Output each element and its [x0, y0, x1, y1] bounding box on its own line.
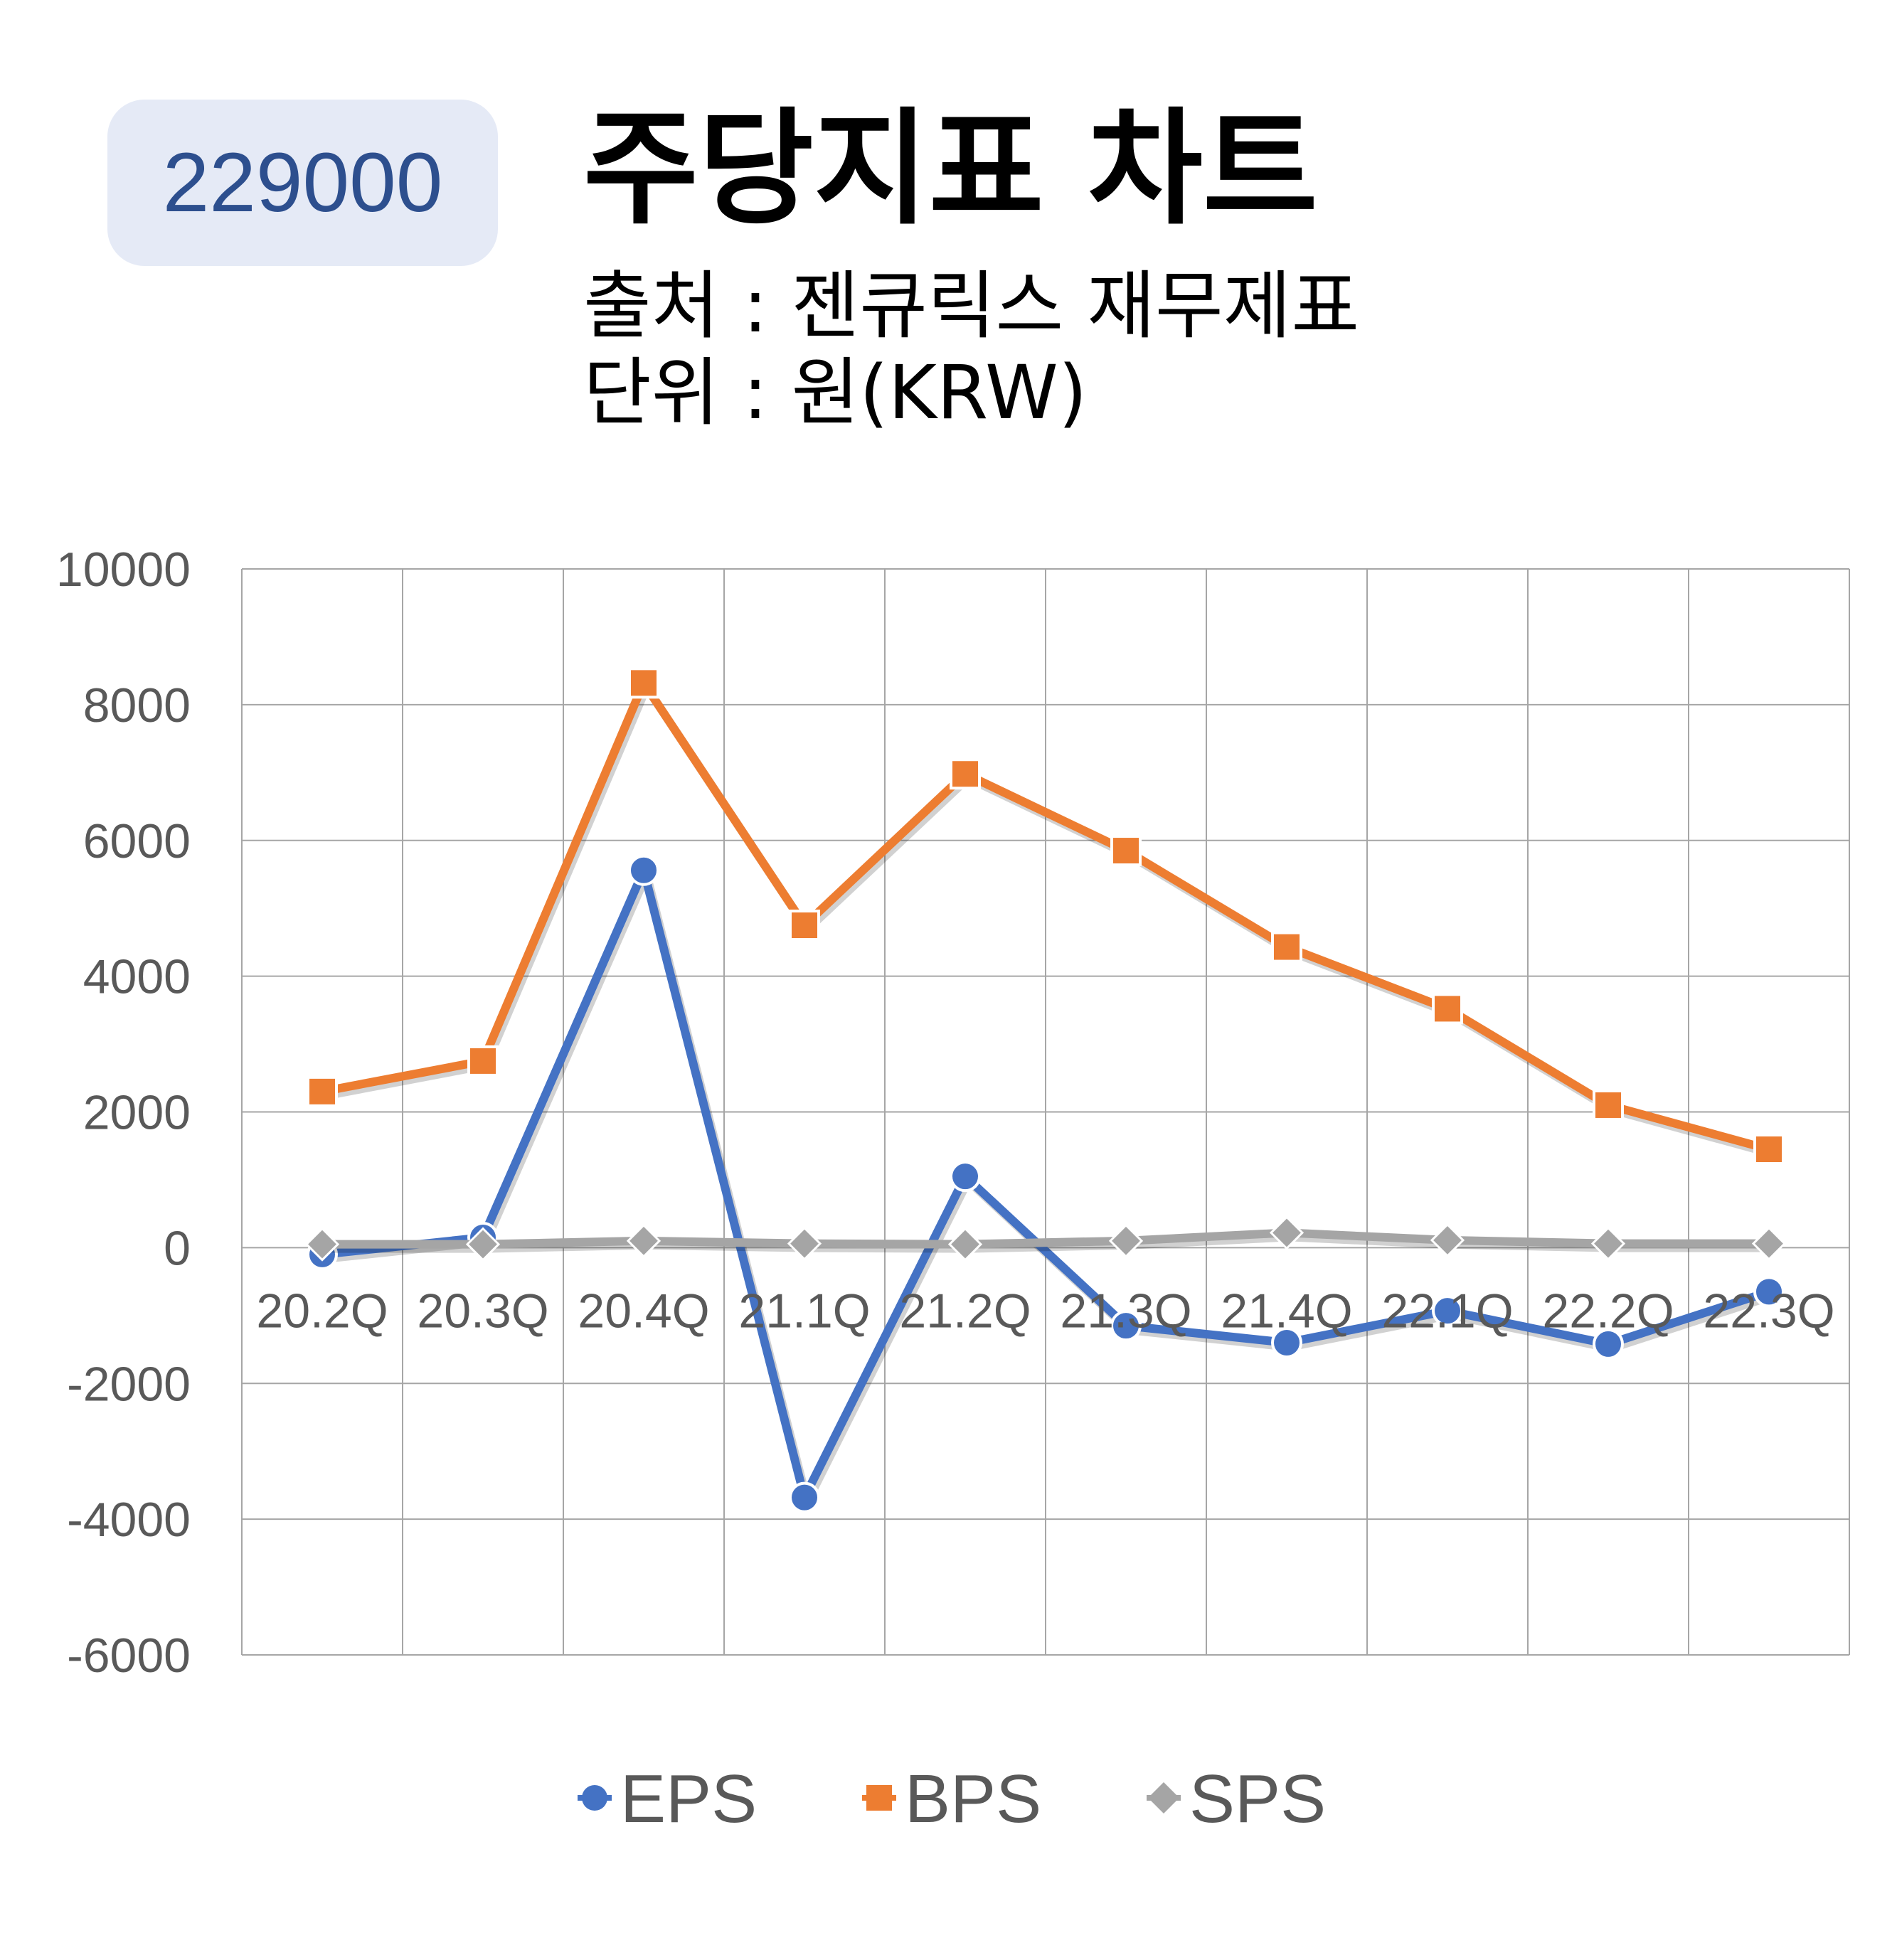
data-point-sps	[787, 1226, 822, 1261]
chart-legend: EPS BPS SPS	[578, 1761, 1326, 1837]
legend-label-bps: BPS	[905, 1761, 1041, 1837]
y-tick-label: 2000	[83, 1086, 191, 1140]
unit-label: 단위 : 원(KRW)	[583, 349, 1088, 436]
x-tick-label: 21.1Q	[738, 1284, 870, 1338]
data-point-sps	[304, 1227, 340, 1262]
y-tick-label: -4000	[67, 1493, 191, 1547]
data-point-eps	[628, 854, 659, 886]
data-point-bps	[950, 758, 981, 790]
data-point-eps	[1271, 1326, 1302, 1358]
legend-label-sps: SPS	[1189, 1761, 1326, 1837]
y-tick-label: 10000	[56, 543, 191, 597]
data-point-bps	[789, 910, 820, 942]
data-point-sps	[947, 1227, 983, 1262]
data-point-sps	[1430, 1223, 1465, 1257]
legend-label-eps: EPS	[620, 1761, 757, 1837]
y-tick-label: 4000	[83, 950, 191, 1004]
legend-marker-bps	[866, 1785, 892, 1811]
x-tick-label: 20.2Q	[256, 1284, 388, 1338]
data-point-bps	[1110, 835, 1142, 867]
data-point-sps	[1269, 1215, 1304, 1250]
series-line-sps	[322, 1228, 1769, 1249]
data-point-eps	[1110, 1310, 1142, 1342]
series-shadow-eps	[324, 870, 1773, 1506]
legend-marker-eps	[582, 1785, 607, 1811]
y-tick-label: 8000	[83, 678, 191, 733]
y-tick-label: 6000	[83, 814, 191, 868]
x-tick-label: 21.2Q	[899, 1284, 1031, 1338]
data-point-bps	[628, 667, 659, 699]
data-point-eps	[950, 1161, 981, 1193]
chart-grid	[241, 568, 1850, 1656]
x-tick-label: 22.3Q	[1703, 1284, 1834, 1338]
data-point-bps	[307, 1075, 338, 1107]
x-axis-ticks: 20.2Q 20.3Q 20.4Q 21.1Q 21.2Q 21.3Q 21.4Q 22.1Q…	[256, 1284, 1834, 1338]
x-tick-label: 22.2Q	[1542, 1284, 1674, 1338]
data-point-eps	[1593, 1328, 1624, 1360]
stock-code: 229000	[162, 136, 443, 230]
x-tick-label: 20.3Q	[417, 1284, 548, 1338]
x-tick-label: 21.3Q	[1060, 1284, 1191, 1338]
data-point-sps	[465, 1227, 501, 1262]
y-tick-label: -6000	[67, 1629, 191, 1683]
data-point-bps	[1432, 993, 1463, 1025]
x-tick-label: 21.4Q	[1221, 1284, 1352, 1338]
legend-marker-sps	[1148, 1782, 1179, 1813]
data-point-eps	[1753, 1276, 1785, 1308]
y-tick-label: -2000	[67, 1357, 191, 1411]
page-title: 주당지표 차트	[583, 96, 1318, 242]
data-point-sps	[1108, 1223, 1144, 1258]
data-point-eps	[789, 1481, 820, 1513]
data-point-eps	[1432, 1295, 1463, 1327]
data-point-bps	[1271, 931, 1302, 963]
x-tick-label: 20.4Q	[578, 1284, 709, 1338]
data-point-sps	[626, 1223, 661, 1258]
data-point-bps	[1593, 1089, 1624, 1121]
x-tick-label: 22.1Q	[1381, 1284, 1513, 1338]
data-point-sps	[1590, 1226, 1626, 1261]
data-point-bps	[467, 1045, 499, 1077]
series-line-eps	[322, 866, 1770, 1502]
data-point-bps	[1753, 1133, 1785, 1165]
chart-series	[304, 667, 1787, 1513]
stock-code-badge: 229000	[107, 100, 498, 266]
data-point-sps	[1751, 1226, 1787, 1261]
y-axis-ticks: 10000 8000 6000 4000 2000 0 -2000 -4000 -6000	[56, 543, 191, 1683]
source-label: 출처 : 젠큐릭스 재무제표	[583, 262, 1360, 349]
series-line-bps	[321, 678, 1770, 1154]
y-tick-label: 0	[164, 1221, 191, 1275]
